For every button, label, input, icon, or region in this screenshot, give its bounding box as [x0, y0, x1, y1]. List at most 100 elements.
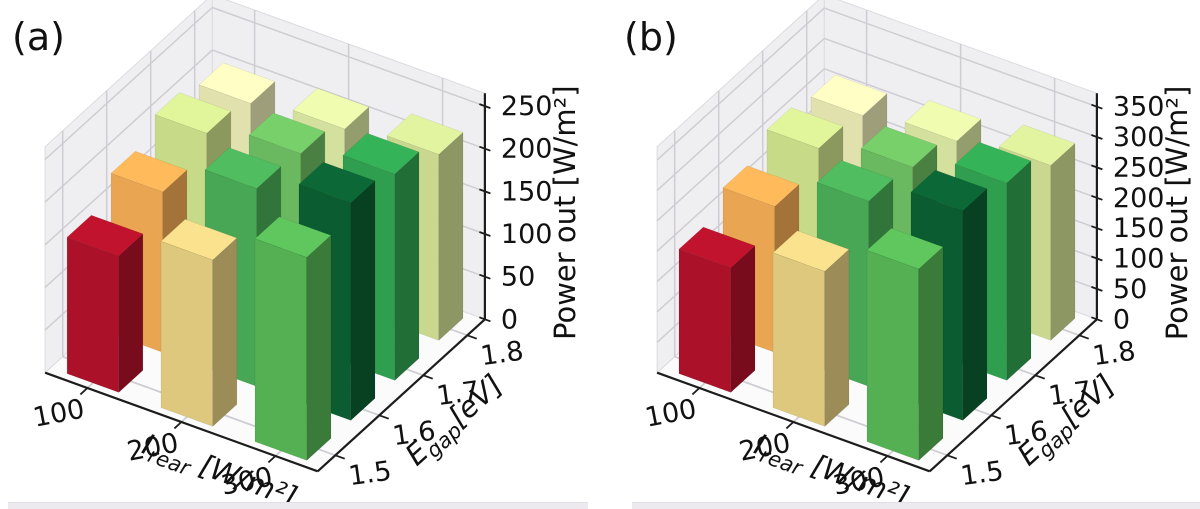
x-axis-spine: [44, 371, 319, 473]
z-tick-label: 200: [1113, 183, 1165, 214]
y-tick-label: 1.8: [1091, 336, 1138, 373]
bar-top-face: [954, 141, 1032, 184]
bar-side-face: [962, 188, 988, 421]
bars: [66, 62, 464, 461]
bar-side-face: [306, 234, 332, 461]
bar-top-face: [110, 151, 188, 193]
bar-side-face: [394, 151, 420, 381]
bar-top-face: [866, 228, 944, 270]
x-tick-label: 100: [31, 394, 88, 434]
x-tick-mark: [785, 421, 795, 430]
z-tick-label: 0: [501, 304, 518, 335]
bar-top-face: [386, 113, 464, 155]
bar-top-face: [204, 147, 282, 189]
bar-top-face: [816, 160, 894, 202]
panel-label: (a): [12, 15, 65, 59]
z-tick-mark: [1091, 164, 1103, 171]
bar-front-face: [772, 252, 826, 427]
y-tick-label: 1.5: [347, 456, 394, 493]
z-tick-label: 0: [1113, 304, 1130, 335]
z-tick-mark: [1091, 286, 1103, 292]
z-grid-line-left-wall: [656, 37, 825, 191]
bar-top-face: [66, 214, 144, 257]
bar-top-face: [254, 216, 332, 258]
bar-irear-100-egap-1.5: [678, 226, 756, 393]
bar-irear-200-egap-1.5: [772, 230, 850, 427]
y-tick-label: 1.7: [1047, 376, 1094, 413]
bar-side-face: [118, 233, 144, 393]
y-tick-label: 1.7: [435, 376, 482, 413]
bar-top-face: [198, 62, 276, 104]
y-tick-label: 1.8: [479, 336, 526, 373]
y-tick-mark: [334, 454, 346, 460]
bar-side-face: [918, 246, 944, 461]
bar-top-face: [298, 161, 376, 204]
z-tick-label: 250: [1113, 152, 1165, 183]
bar-front-face: [66, 236, 120, 393]
bar-side-face: [438, 131, 464, 341]
z-tick-label: 300: [1113, 122, 1165, 153]
y-tick-mark: [990, 414, 1002, 420]
z-tick-label: 150: [501, 176, 553, 207]
z-tick-mark: [1091, 316, 1103, 323]
y-tick-label: 1.6: [1003, 416, 1050, 453]
x-tick-mark: [79, 387, 89, 396]
z-grid-line-left-wall: [656, 68, 825, 222]
bar-top-face: [248, 112, 326, 154]
bar-irear-200-egap-1.5: [160, 219, 238, 427]
axis-spines: [44, 93, 486, 473]
bar-front-face: [160, 240, 214, 427]
bar-side-face: [1006, 160, 1032, 381]
x-tick-mark: [879, 455, 889, 464]
z-tick-mark: [479, 273, 491, 280]
panel-label: (b): [624, 15, 678, 59]
z-tick-mark: [479, 145, 491, 152]
y-tick-mark: [378, 414, 390, 420]
y-tick-mark: [946, 454, 958, 460]
z-grid-line-left-wall: [44, 49, 213, 203]
figure-margin-strip-right: [632, 502, 1200, 509]
x-tick-mark: [691, 387, 701, 396]
y-axis-spine: [928, 318, 1098, 473]
z-tick-label: 50: [1113, 274, 1147, 305]
z-grid-line-left-wall: [44, 6, 213, 161]
z-tick-label: 50: [501, 262, 535, 293]
bar-side-face: [730, 245, 756, 393]
bar-front-face: [866, 249, 920, 461]
bar-top-face: [998, 124, 1076, 166]
bar-top-face: [860, 126, 938, 168]
bar-side-face: [350, 180, 376, 421]
x-tick-label: 100: [643, 394, 700, 434]
z-tick-mark: [1091, 225, 1103, 232]
y-tick-label: 1.6: [391, 416, 438, 453]
z-tick-mark: [1091, 103, 1103, 110]
y-tick-mark: [422, 374, 434, 380]
bar-side-face: [1050, 142, 1076, 341]
y-tick-mark: [1034, 374, 1046, 380]
x-tick-mark: [267, 455, 277, 464]
bar-irear-100-egap-1.5: [66, 214, 144, 393]
bar-side-face: [212, 237, 238, 427]
z-tick-mark: [479, 188, 491, 195]
bar-top-face: [904, 100, 982, 142]
y-tick-label: 1.5: [959, 456, 1006, 493]
bar-top-face: [154, 92, 232, 134]
bar-top-face: [722, 165, 800, 207]
bar-top-face: [678, 226, 756, 269]
z-tick-label: 100: [1113, 244, 1165, 275]
bar-top-face: [910, 169, 988, 212]
bar-top-face: [766, 107, 844, 149]
z-grid-line-left-wall: [656, 7, 825, 161]
bars: [678, 74, 1076, 461]
z-tick-label: 150: [1113, 213, 1165, 244]
z-tick-mark: [1091, 134, 1103, 140]
bar-irear-300-egap-1.5: [254, 216, 332, 461]
z-tick-label: 350: [1113, 92, 1165, 123]
bar-irear-300-egap-1.5: [866, 228, 944, 461]
z-tick-mark: [1091, 255, 1103, 262]
bar-top-face: [160, 219, 238, 261]
bar-top-face: [292, 88, 370, 130]
